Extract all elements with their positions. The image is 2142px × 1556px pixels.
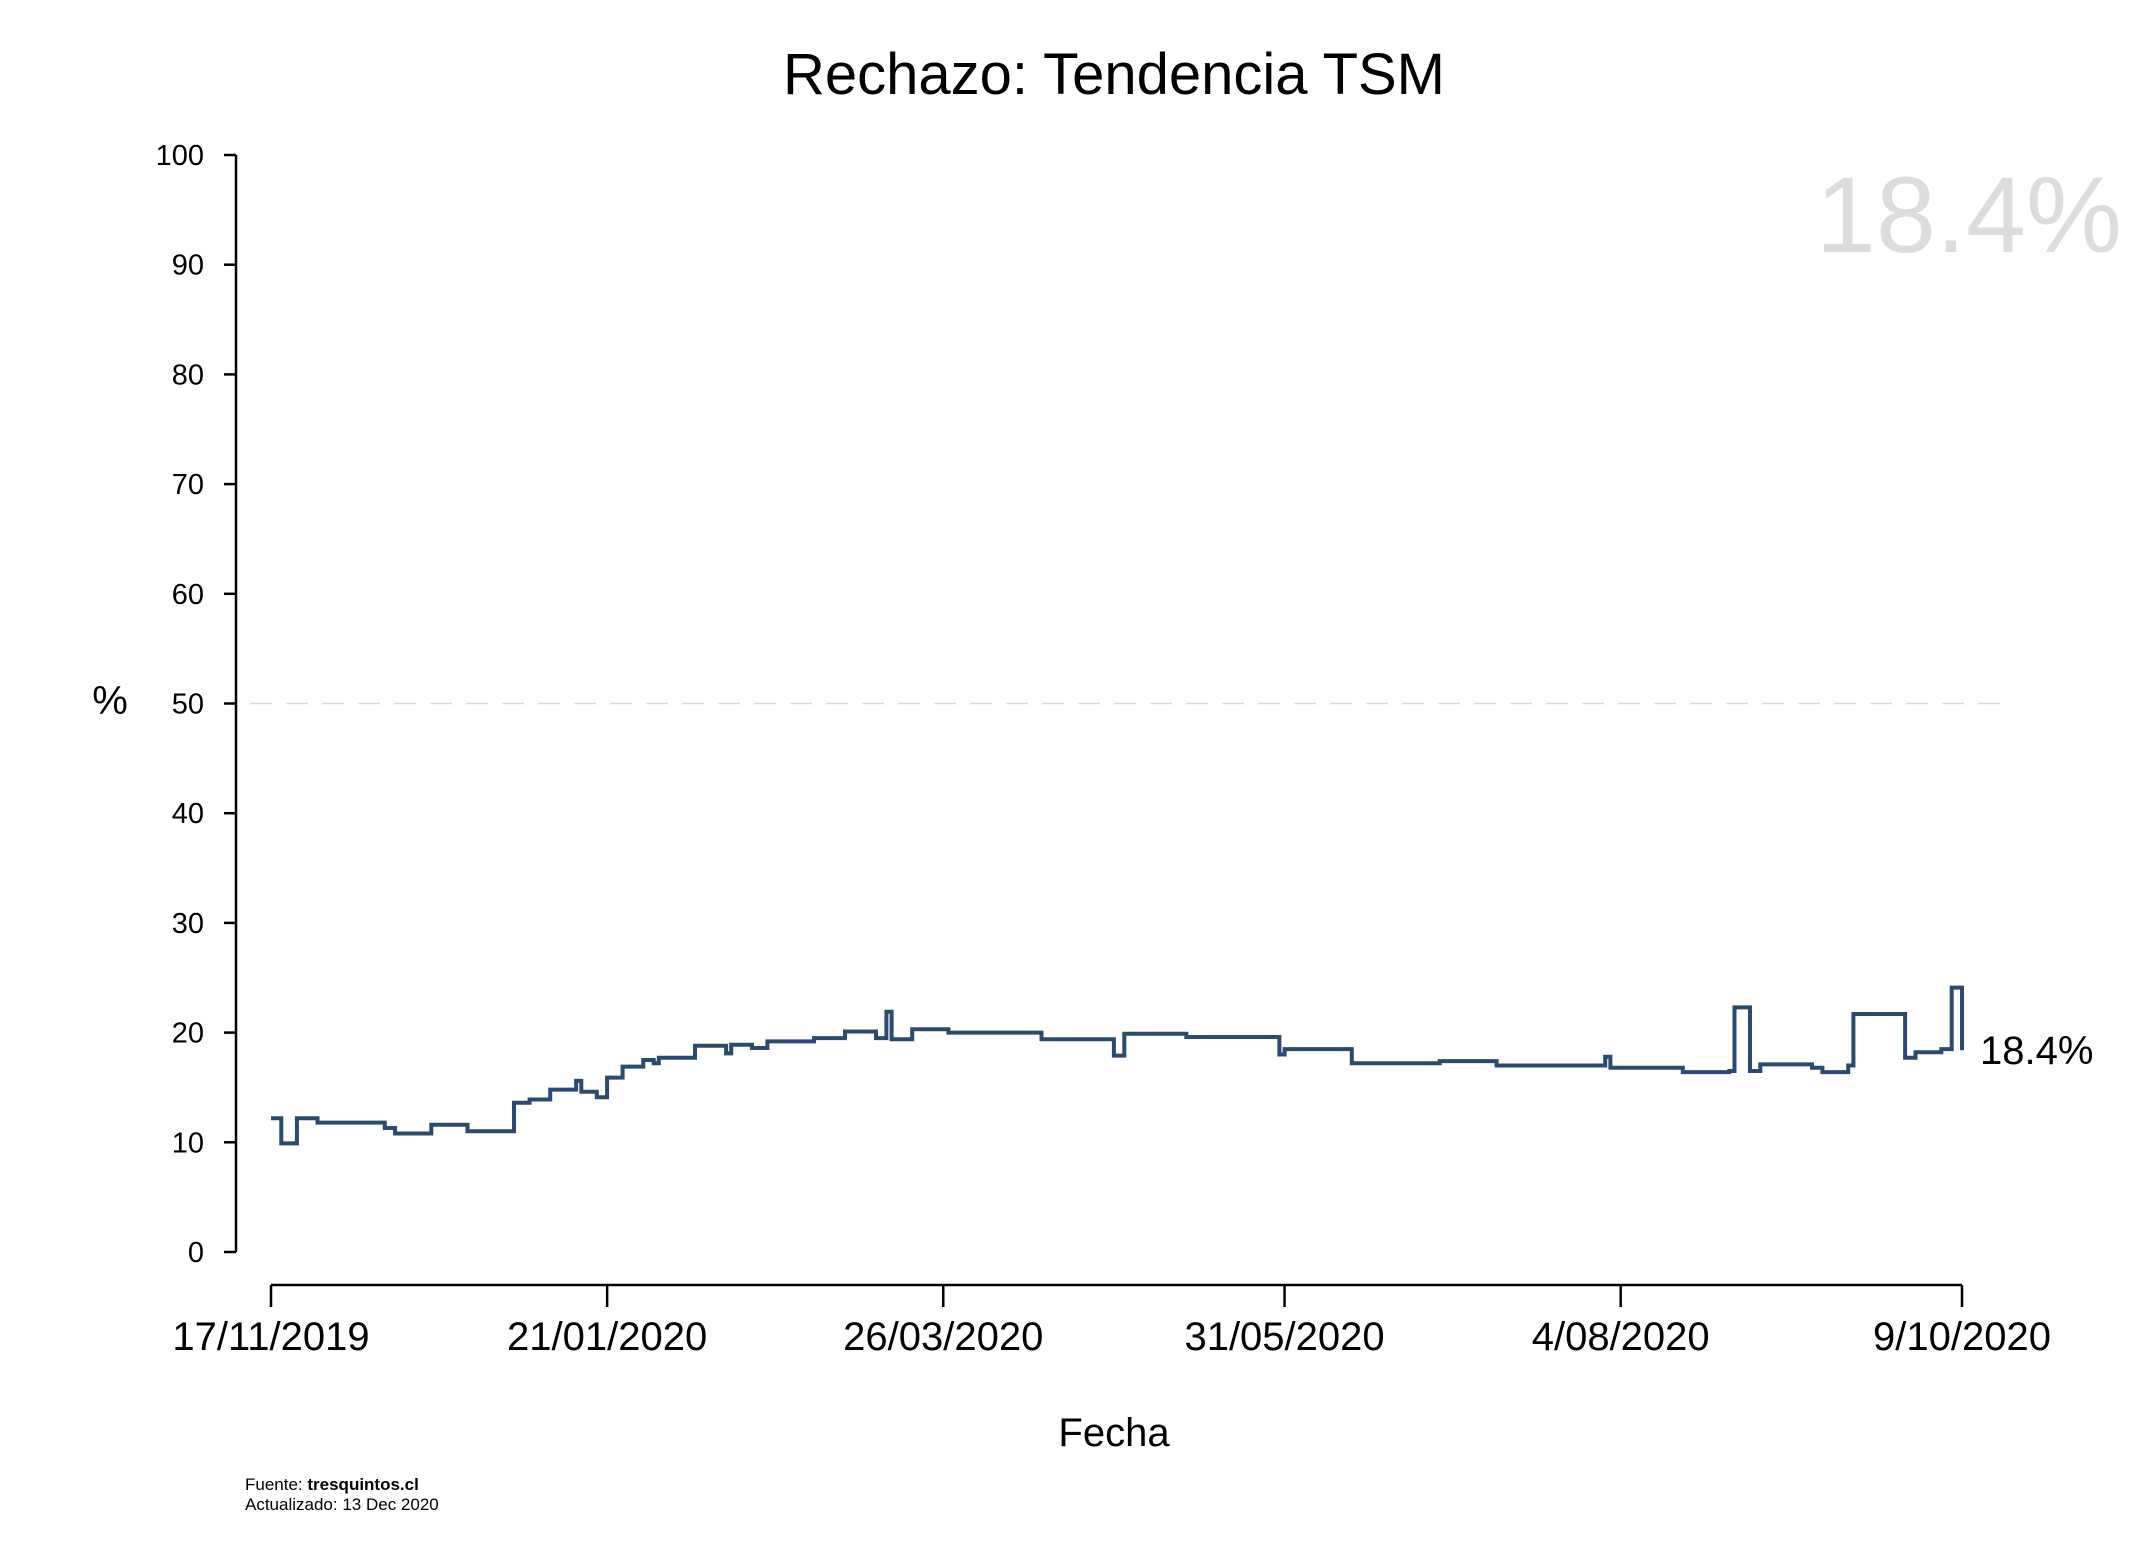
y-tick-label: 70 xyxy=(172,469,204,501)
y-tick-label: 60 xyxy=(172,579,204,611)
x-tick-label: 21/01/2020 xyxy=(507,1315,707,1359)
y-tick-label: 80 xyxy=(172,359,204,391)
x-axis-label: Fecha xyxy=(1058,1411,1170,1455)
series-line xyxy=(271,985,1964,1146)
watermark-value: 18.4% xyxy=(1816,154,2122,275)
y-tick-label: 10 xyxy=(172,1127,204,1159)
x-tick-label: 9/10/2020 xyxy=(1873,1315,2051,1359)
latest-value-label: 18.4% xyxy=(1980,1029,2093,1073)
x-tick-label: 17/11/2019 xyxy=(172,1315,369,1359)
chart-title: Rechazo: Tendencia TSM xyxy=(783,42,1445,107)
updated-line: Actualizado: 13 Dec 2020 xyxy=(245,1495,439,1514)
source-name: tresquintos.cl xyxy=(307,1475,419,1494)
y-tick-label: 50 xyxy=(172,689,204,721)
x-axis: 17/11/2019 21/01/2020 26/03/2020 31/05/2020… xyxy=(172,1283,2051,1359)
y-axis: 0 10 20 30 40 50 60 70 80 90 100 xyxy=(156,140,238,1269)
source-prefix: Fuente: xyxy=(245,1475,308,1494)
x-tick-label: 4/08/2020 xyxy=(1532,1315,1710,1359)
x-tick-label: 26/03/2020 xyxy=(843,1315,1043,1359)
y-axis-label: % xyxy=(92,679,128,723)
y-tick-label: 30 xyxy=(172,908,204,940)
y-tick-label: 100 xyxy=(156,140,204,172)
x-tick-label: 31/05/2020 xyxy=(1184,1315,1384,1359)
footer: Fuente: tresquintos.cl Actualizado: 13 D… xyxy=(245,1475,439,1515)
y-tick-label: 0 xyxy=(188,1237,204,1269)
y-tick-label: 90 xyxy=(172,250,204,282)
source-line: Fuente: tresquintos.cl xyxy=(245,1475,439,1495)
y-tick-label: 40 xyxy=(172,798,204,830)
y-tick-label: 20 xyxy=(172,1018,204,1050)
